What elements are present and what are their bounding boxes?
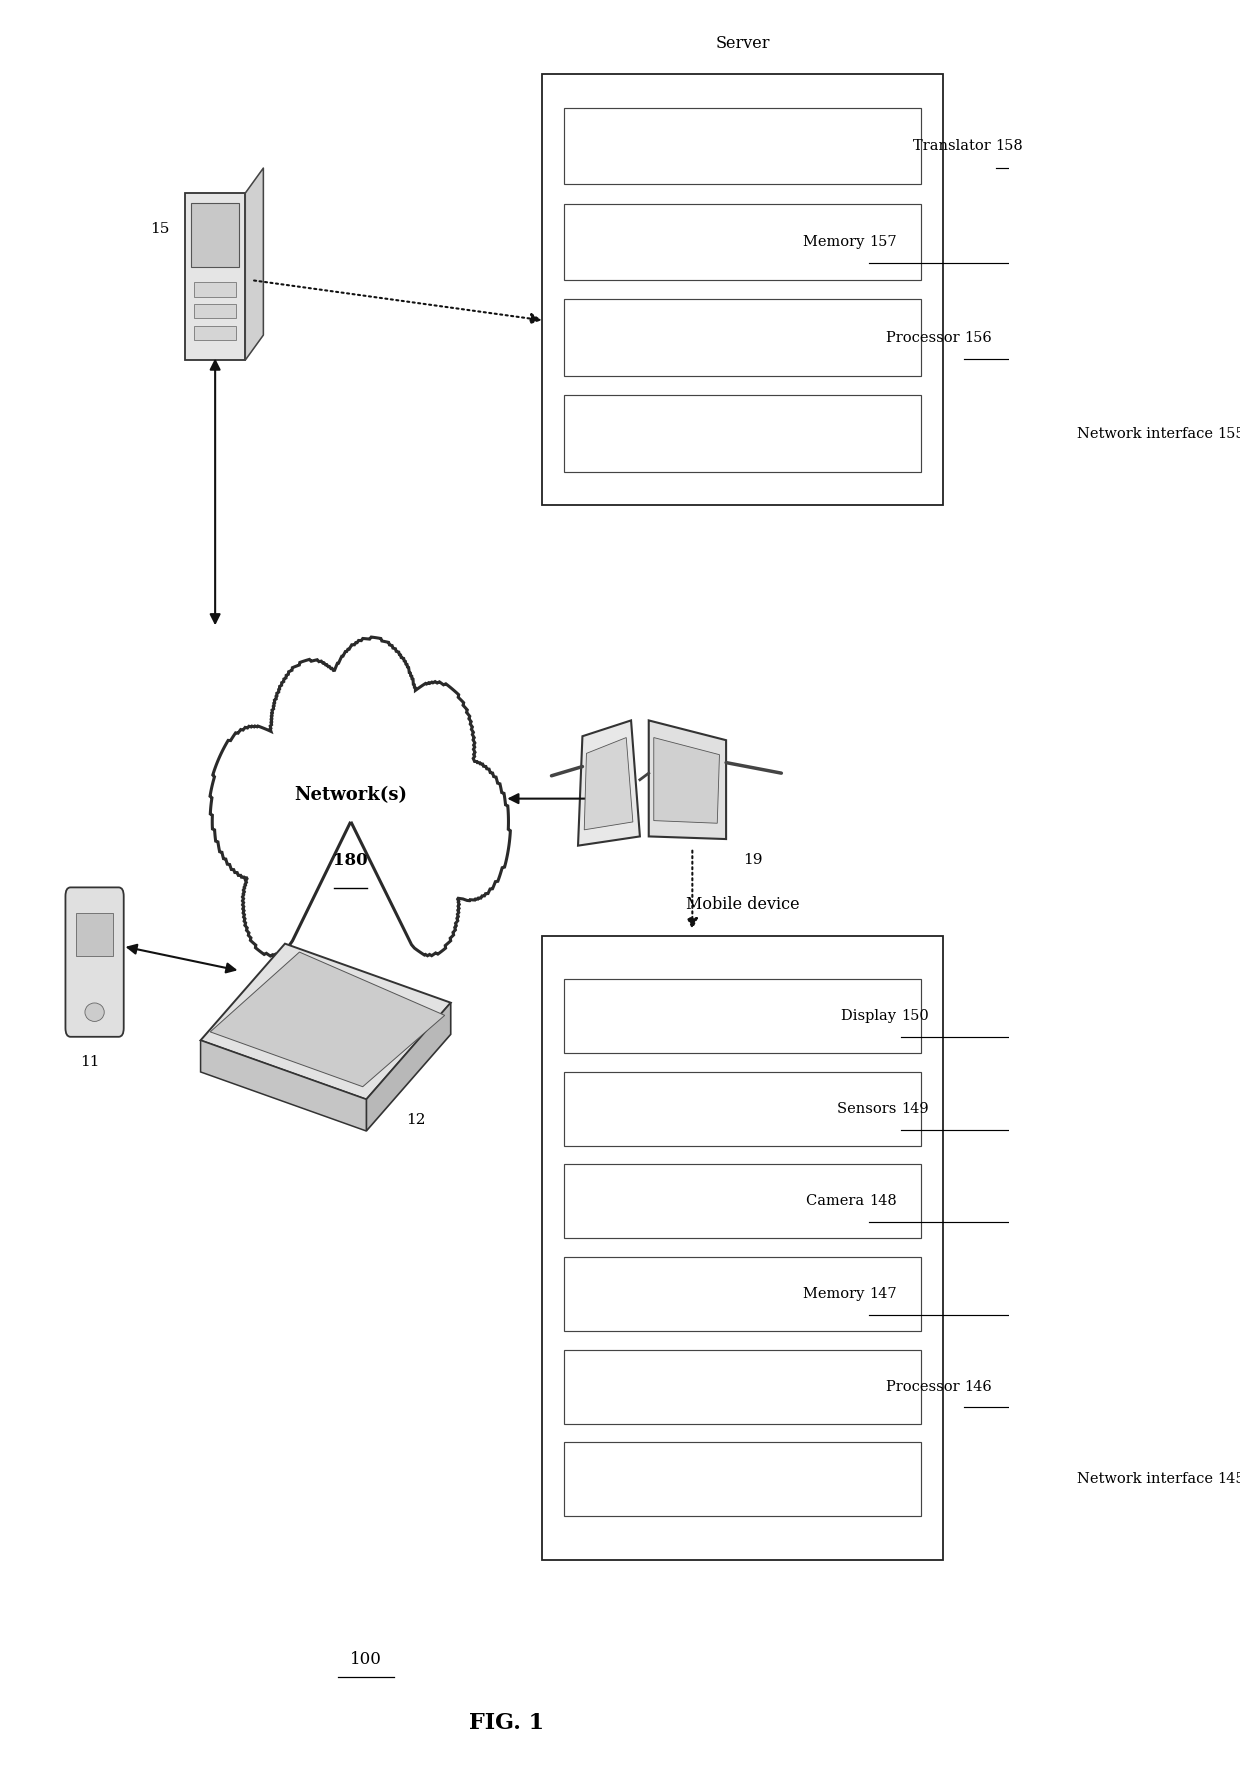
FancyBboxPatch shape xyxy=(76,913,113,955)
FancyBboxPatch shape xyxy=(193,283,237,297)
Text: 15: 15 xyxy=(150,223,170,237)
FancyBboxPatch shape xyxy=(564,108,921,184)
Text: Server: Server xyxy=(715,35,770,51)
Text: Memory: Memory xyxy=(804,1287,869,1302)
FancyBboxPatch shape xyxy=(564,1164,921,1238)
Text: Sensors: Sensors xyxy=(837,1102,900,1116)
Text: 12: 12 xyxy=(407,1113,425,1127)
FancyBboxPatch shape xyxy=(564,300,921,376)
FancyBboxPatch shape xyxy=(564,1349,921,1423)
Text: Display: Display xyxy=(841,1010,900,1023)
FancyBboxPatch shape xyxy=(66,887,124,1037)
Text: 146: 146 xyxy=(963,1379,992,1393)
FancyBboxPatch shape xyxy=(193,304,237,318)
Text: 180: 180 xyxy=(334,851,368,869)
Polygon shape xyxy=(201,1040,366,1130)
Ellipse shape xyxy=(84,1003,104,1021)
Polygon shape xyxy=(578,721,640,846)
FancyBboxPatch shape xyxy=(542,74,944,505)
Text: 148: 148 xyxy=(869,1194,897,1208)
Text: 149: 149 xyxy=(900,1102,929,1116)
Text: 155: 155 xyxy=(1218,427,1240,440)
Text: Network interface: Network interface xyxy=(1076,1473,1218,1487)
Text: Translator: Translator xyxy=(914,140,996,154)
Polygon shape xyxy=(653,738,719,823)
Text: 157: 157 xyxy=(869,235,897,249)
Text: 11: 11 xyxy=(79,1056,99,1068)
Text: 145: 145 xyxy=(1218,1473,1240,1487)
FancyBboxPatch shape xyxy=(564,203,921,281)
Text: Network(s): Network(s) xyxy=(294,786,407,804)
Text: 150: 150 xyxy=(900,1010,929,1023)
Text: FIG. 1: FIG. 1 xyxy=(469,1713,544,1734)
Text: Processor: Processor xyxy=(885,1379,963,1393)
Polygon shape xyxy=(649,721,727,839)
Text: Camera: Camera xyxy=(806,1194,869,1208)
Text: 147: 147 xyxy=(869,1287,897,1302)
Text: 100: 100 xyxy=(350,1651,382,1669)
Polygon shape xyxy=(211,952,445,1086)
Polygon shape xyxy=(201,943,450,1100)
Polygon shape xyxy=(584,738,632,830)
FancyBboxPatch shape xyxy=(193,327,237,341)
FancyBboxPatch shape xyxy=(564,1443,921,1517)
Text: Mobile device: Mobile device xyxy=(686,895,800,913)
Polygon shape xyxy=(210,638,511,955)
Text: 156: 156 xyxy=(963,330,992,344)
FancyBboxPatch shape xyxy=(191,203,239,267)
FancyBboxPatch shape xyxy=(564,980,921,1053)
Text: 19: 19 xyxy=(743,853,763,867)
Text: Network interface: Network interface xyxy=(1076,427,1218,440)
Text: Processor: Processor xyxy=(885,330,963,344)
FancyBboxPatch shape xyxy=(564,396,921,472)
FancyBboxPatch shape xyxy=(564,1072,921,1146)
FancyBboxPatch shape xyxy=(564,1257,921,1332)
FancyBboxPatch shape xyxy=(185,192,246,360)
Text: Memory: Memory xyxy=(804,235,869,249)
Polygon shape xyxy=(366,1003,450,1130)
FancyBboxPatch shape xyxy=(542,936,944,1559)
Text: 158: 158 xyxy=(996,140,1023,154)
Polygon shape xyxy=(246,168,263,360)
